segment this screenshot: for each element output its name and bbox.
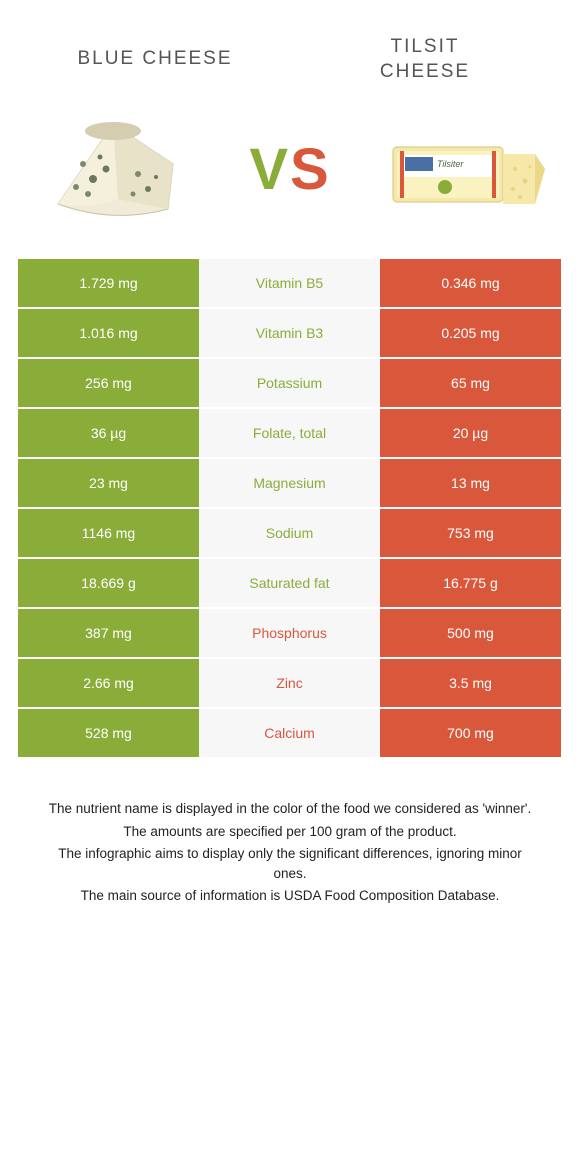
left-value-cell: 256 mg: [18, 359, 199, 407]
nutrient-name-cell: Potassium: [199, 359, 380, 407]
right-value-cell: 753 mg: [380, 509, 561, 557]
svg-text:Tilsiter: Tilsiter: [437, 159, 464, 169]
tilsit-cheese-image: Tilsiter: [385, 104, 550, 234]
vs-v: V: [249, 137, 290, 202]
footer-line-1: The nutrient name is displayed in the co…: [40, 799, 540, 819]
right-value-cell: 500 mg: [380, 609, 561, 657]
right-value-cell: 20 µg: [380, 409, 561, 457]
right-food-title: TILSIT CHEESE: [310, 35, 540, 84]
right-value-cell: 3.5 mg: [380, 659, 561, 707]
left-value-cell: 387 mg: [18, 609, 199, 657]
table-row: 18.669 gSaturated fat16.775 g: [18, 559, 562, 607]
right-value-cell: 16.775 g: [380, 559, 561, 607]
table-row: 1.016 mgVitamin B30.205 mg: [18, 309, 562, 357]
nutrient-name-cell: Saturated fat: [199, 559, 380, 607]
left-value-cell: 1.016 mg: [18, 309, 199, 357]
left-value-cell: 2.66 mg: [18, 659, 199, 707]
nutrient-name-cell: Zinc: [199, 659, 380, 707]
right-value-cell: 65 mg: [380, 359, 561, 407]
table-row: 1146 mgSodium753 mg: [18, 509, 562, 557]
nutrient-name-cell: Folate, total: [199, 409, 380, 457]
footer-notes: The nutrient name is displayed in the co…: [0, 759, 580, 906]
left-food-title: BLUE CHEESE: [40, 47, 270, 72]
left-value-cell: 1.729 mg: [18, 259, 199, 307]
left-value-cell: 18.669 g: [18, 559, 199, 607]
blue-cheese-image: [30, 104, 195, 234]
header: BLUE CHEESE TILSIT CHEESE: [0, 0, 580, 94]
table-row: 2.66 mgZinc3.5 mg: [18, 659, 562, 707]
nutrient-name-cell: Phosphorus: [199, 609, 380, 657]
table-row: 1.729 mgVitamin B50.346 mg: [18, 259, 562, 307]
table-row: 387 mgPhosphorus500 mg: [18, 609, 562, 657]
vs-s: S: [290, 137, 331, 202]
nutrient-name-cell: Vitamin B5: [199, 259, 380, 307]
nutrient-name-cell: Calcium: [199, 709, 380, 757]
right-value-cell: 0.205 mg: [380, 309, 561, 357]
table-row: 23 mgMagnesium13 mg: [18, 459, 562, 507]
nutrient-name-cell: Vitamin B3: [199, 309, 380, 357]
footer-line-2: The amounts are specified per 100 gram o…: [40, 822, 540, 842]
right-value-cell: 700 mg: [380, 709, 561, 757]
table-row: 36 µgFolate, total20 µg: [18, 409, 562, 457]
left-value-cell: 528 mg: [18, 709, 199, 757]
nutrient-name-cell: Magnesium: [199, 459, 380, 507]
right-value-cell: 13 mg: [380, 459, 561, 507]
right-value-cell: 0.346 mg: [380, 259, 561, 307]
table-row: 528 mgCalcium700 mg: [18, 709, 562, 757]
nutrient-name-cell: Sodium: [199, 509, 380, 557]
left-value-cell: 36 µg: [18, 409, 199, 457]
table-row: 256 mgPotassium65 mg: [18, 359, 562, 407]
footer-line-3: The infographic aims to display only the…: [40, 844, 540, 885]
images-row: VS Tilsiter: [0, 94, 580, 259]
left-value-cell: 1146 mg: [18, 509, 199, 557]
footer-line-4: The main source of information is USDA F…: [40, 886, 540, 906]
left-value-cell: 23 mg: [18, 459, 199, 507]
nutrient-table: 1.729 mgVitamin B50.346 mg1.016 mgVitami…: [0, 259, 580, 757]
vs-label: VS: [249, 136, 330, 203]
